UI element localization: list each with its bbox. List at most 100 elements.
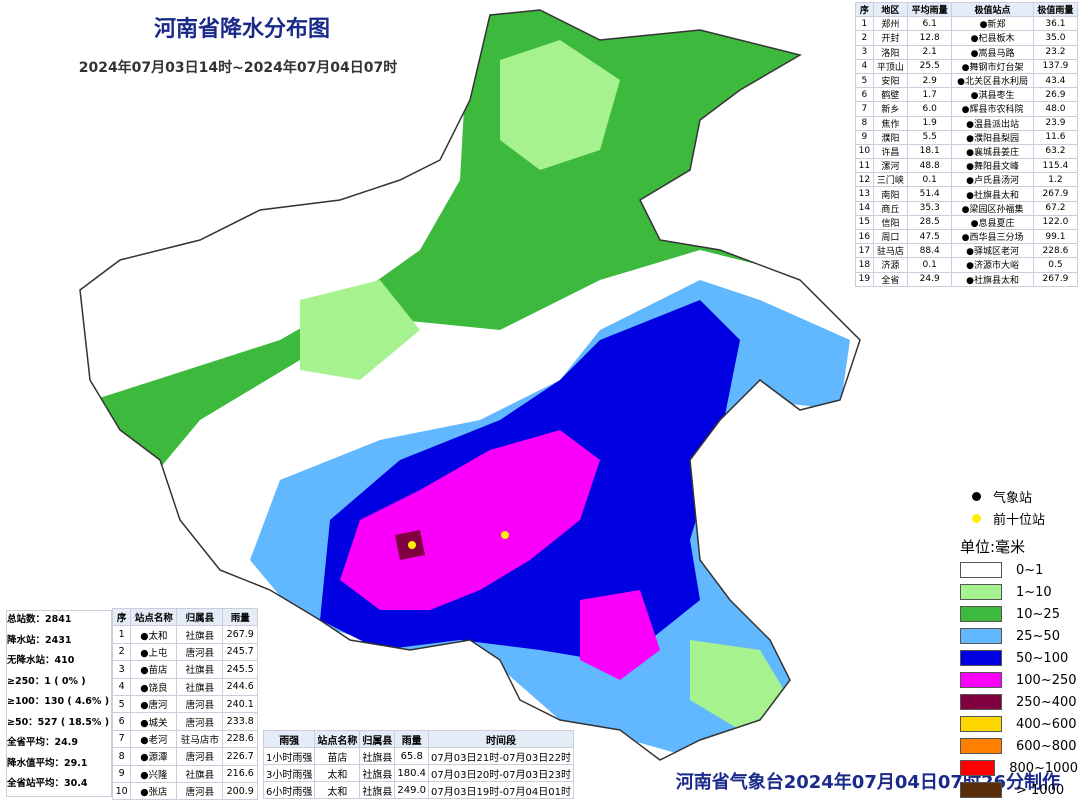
row: 15 信阳 28.5 ●息县夏庄 122.0 [855, 214, 1079, 231]
cell: 267.9 [1032, 186, 1079, 202]
cell: ●梁园区孙福集 [951, 200, 1034, 216]
cell: 7 [855, 101, 874, 117]
cell: 233.8 [222, 712, 258, 731]
stat-line: ≥100：130 ( 4.6% ) [7, 696, 110, 707]
cell: 许昌 [872, 143, 909, 160]
cell: ●济源市大峪 [951, 257, 1034, 273]
legend-swatch [960, 628, 1002, 644]
cell: 6 [111, 712, 132, 731]
cell: 社旗县 [359, 764, 396, 782]
legend-swatch [960, 672, 1002, 688]
cell: 4 [111, 677, 132, 696]
cell: 5.5 [907, 129, 953, 145]
cell: 郑州 [872, 16, 909, 32]
legend-item: 250~400 [960, 691, 1078, 713]
legend-swatch [960, 782, 1002, 798]
row: 4 ●饶良 社旗县 244.6 [111, 677, 258, 696]
cell: 137.9 [1032, 58, 1079, 74]
cell: 1 [111, 625, 132, 644]
legend-label: 50~100 [1016, 650, 1069, 666]
cell: 11 [855, 158, 874, 174]
legend-label: 1~10 [1016, 584, 1052, 600]
row: 13 南阳 51.4 ●社旗县太和 267.9 [855, 186, 1079, 202]
legend-label: 25~50 [1016, 628, 1060, 644]
legend-swatch [960, 584, 1002, 600]
legend-item: 400~600 [960, 713, 1078, 735]
cell: 19 [855, 271, 874, 287]
cell: 14 [855, 200, 874, 216]
legend-top-station: 前十位站 [993, 512, 1046, 528]
cell: ●温县派出站 [951, 115, 1034, 131]
header-cell: 时间段 [428, 730, 574, 748]
legend-item: 1~10 [960, 581, 1078, 603]
stat-line: ≥50：527 ( 18.5% ) [7, 716, 110, 728]
cell: 226.7 [222, 747, 258, 766]
cell: 07月03日21时-07月03日22时 [428, 747, 574, 765]
cell: 228.6 [1032, 243, 1079, 259]
cell: 28.5 [907, 214, 953, 231]
cell: 12.8 [907, 30, 953, 46]
header-row: 序地区 平均雨量 极值站点 极值雨量 [855, 1, 1079, 18]
header-cell: 雨强 [262, 730, 316, 748]
legend-swatch [960, 650, 1002, 666]
cell: 2 [111, 642, 132, 662]
row: 4 平顶山 25.5 ●舞钢市灯台架 137.9 [855, 58, 1079, 74]
cell: 24.9 [907, 271, 953, 287]
row: 2 开封 12.8 ●杞县板木 35.0 [855, 30, 1079, 46]
cell: 社旗县 [176, 764, 224, 783]
cell: 65.8 [394, 747, 430, 765]
header-cell: 归属县 [359, 730, 396, 748]
cell: 3 [111, 660, 132, 679]
cell: ●城关 [130, 712, 178, 731]
cell: 228.6 [222, 729, 258, 749]
intensity-table: 雨强 站点名称 归属县 雨量 时间段 1小时雨强 苗店 社旗县 65.8 07月03日21时-07… [262, 730, 574, 799]
legend-label: 10~25 [1016, 606, 1060, 622]
legend-item: 25~50 [960, 625, 1078, 647]
cell: 26.9 [1032, 87, 1079, 103]
cell: 2.9 [907, 72, 953, 89]
stat-line: 降水站：2431 [7, 634, 72, 646]
cell: 济源 [872, 257, 909, 273]
cell: 245.7 [222, 642, 258, 662]
cell: 267.9 [222, 625, 258, 644]
cell: 180.4 [394, 764, 430, 782]
cell: 5 [855, 72, 874, 89]
cell: 社旗县 [176, 625, 224, 644]
row: 10 ●张店 唐河县 200.9 [111, 781, 258, 801]
cell: 0.5 [1032, 257, 1079, 273]
cell: 35.0 [1032, 30, 1079, 46]
cell: 濮阳 [872, 129, 909, 145]
cell: 唐河县 [176, 642, 224, 662]
stat-line: 总站数：2841 [7, 614, 72, 625]
cell: 36.1 [1032, 16, 1079, 32]
cell: ●舞钢市灯台架 [951, 58, 1034, 74]
map-title: 河南省降水分布图 [154, 16, 330, 42]
row: 16 周口 47.5 ●西华县三分场 99.1 [855, 228, 1079, 245]
cell: 16 [855, 228, 874, 245]
cell: 太和 [314, 764, 361, 782]
cell: 23.9 [1032, 115, 1079, 131]
cell: 10 [111, 781, 132, 801]
legend-item: 10~25 [960, 603, 1078, 625]
cell: 唐河县 [176, 781, 224, 801]
cell: 11.6 [1032, 129, 1079, 145]
legend-item: 600~800 [960, 735, 1078, 757]
cell: 35.3 [907, 200, 953, 216]
stat-line: ≥250：1 ( 0% ) [7, 675, 86, 687]
cell: 6.1 [907, 16, 953, 32]
row: 6 鹤壁 1.7 ●淇县枣生 26.9 [855, 87, 1079, 103]
cell: 社旗县 [359, 781, 396, 799]
cell: ●社旗县太和 [951, 271, 1034, 287]
cell: ●新郑 [951, 16, 1034, 32]
legend: 气象站 前十位站 单位:毫米 0~1 1~10 10~25 25~50 50~100 10… [960, 485, 1078, 801]
stat-line: 全省平均：24.9 [7, 737, 78, 748]
header-cell: 极值雨量 [1032, 1, 1079, 18]
header-cell: 地区 [872, 1, 909, 18]
cell: 2.1 [907, 44, 953, 60]
cell: 18 [855, 257, 874, 273]
legend-swatch [960, 562, 1002, 578]
header-cell: 序 [855, 1, 874, 18]
legend-swatch [960, 606, 1002, 622]
cell: 1.2 [1032, 172, 1079, 188]
